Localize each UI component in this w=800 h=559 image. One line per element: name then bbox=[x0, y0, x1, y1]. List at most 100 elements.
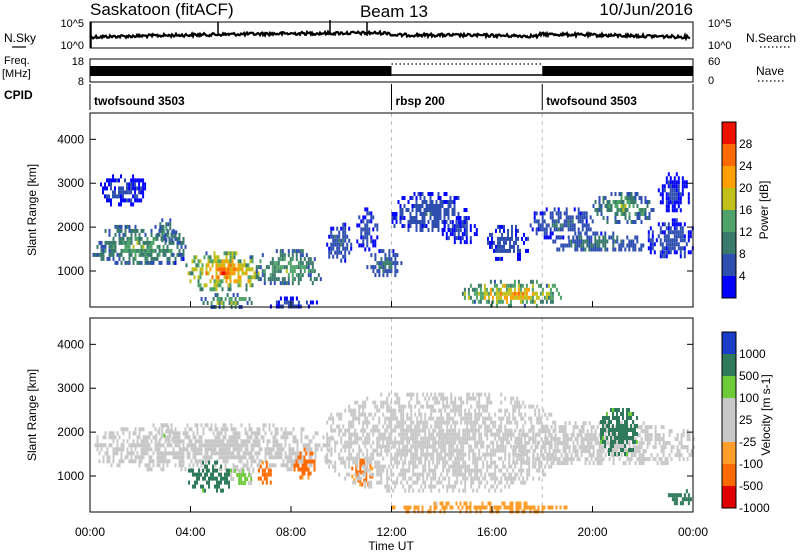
velocity-cell bbox=[476, 429, 478, 433]
velocity-cell bbox=[420, 445, 422, 449]
velocity-cell bbox=[189, 455, 191, 459]
velocity-cell bbox=[531, 445, 533, 449]
power-cell bbox=[362, 239, 364, 243]
power-cell bbox=[436, 208, 438, 212]
power-cell bbox=[264, 269, 266, 273]
velocity-cell bbox=[242, 473, 244, 477]
power-cell bbox=[147, 253, 149, 257]
velocity-cell bbox=[502, 473, 504, 477]
velocity-cell bbox=[547, 425, 549, 429]
velocity-cell bbox=[573, 445, 575, 449]
velocity-cell bbox=[440, 425, 442, 429]
nsearch-label: N.Search bbox=[746, 31, 796, 45]
velocity-cell bbox=[297, 439, 299, 443]
velocity-cell bbox=[304, 468, 306, 472]
velocity-cell bbox=[412, 465, 414, 469]
power-cell bbox=[400, 208, 402, 212]
velocity-cell bbox=[653, 457, 655, 461]
power-cell bbox=[599, 196, 601, 200]
power-cell bbox=[147, 257, 149, 261]
velocity-cell bbox=[521, 441, 523, 445]
velocity-cell bbox=[352, 425, 354, 429]
velocity-cell bbox=[545, 449, 547, 453]
velocity-cell bbox=[591, 453, 593, 457]
power-cell bbox=[134, 186, 136, 190]
velocity-cell bbox=[358, 473, 360, 477]
power-cell bbox=[572, 223, 574, 227]
velocity-cell bbox=[573, 425, 575, 429]
power-cell bbox=[402, 212, 404, 216]
velocity-cell bbox=[195, 455, 197, 459]
velocity-cell bbox=[430, 393, 432, 397]
velocity-cell bbox=[508, 473, 510, 477]
power-cell bbox=[374, 223, 376, 227]
power-cell bbox=[206, 271, 208, 275]
velocity-cell bbox=[408, 417, 410, 421]
velocity-cell bbox=[414, 433, 416, 437]
velocity-cell bbox=[219, 451, 221, 455]
power-cell bbox=[546, 207, 548, 211]
velocity-cell bbox=[270, 481, 272, 485]
velocity-cell bbox=[547, 441, 549, 445]
power-cell bbox=[564, 244, 566, 248]
velocity-cell bbox=[392, 481, 394, 485]
velocity-cell bbox=[490, 449, 492, 453]
velocity-cell bbox=[310, 460, 312, 464]
power-cell bbox=[171, 230, 173, 234]
velocity-cell bbox=[516, 401, 518, 405]
velocity-cell bbox=[474, 433, 476, 437]
velocity-cell bbox=[448, 469, 450, 473]
velocity-cell bbox=[181, 439, 183, 443]
velocity-cell bbox=[655, 445, 657, 449]
power-cell bbox=[221, 301, 223, 305]
power-cell bbox=[274, 265, 276, 269]
velocity-cell bbox=[408, 449, 410, 453]
power-cell bbox=[245, 297, 247, 301]
power-cell bbox=[544, 227, 546, 231]
velocity-cell bbox=[430, 477, 432, 481]
velocity-cell bbox=[496, 477, 498, 481]
velocity-cell bbox=[131, 459, 133, 463]
velocity-cell bbox=[123, 443, 125, 447]
power-cell bbox=[284, 297, 286, 301]
power-cell bbox=[672, 196, 674, 200]
velocity-cell bbox=[402, 425, 404, 429]
velocity-cell bbox=[412, 393, 414, 397]
velocity-cell bbox=[452, 421, 454, 425]
velocity-cell bbox=[565, 429, 567, 433]
power-cell bbox=[550, 235, 552, 239]
power-cell bbox=[514, 284, 516, 288]
power-cell bbox=[568, 235, 570, 239]
power-cell bbox=[198, 263, 200, 267]
velocity-cell bbox=[348, 449, 350, 453]
power-cell bbox=[440, 216, 442, 220]
power-cell bbox=[120, 174, 122, 178]
power-cell bbox=[145, 233, 147, 237]
velocity-cell bbox=[105, 431, 107, 435]
velocity-cell bbox=[559, 429, 561, 433]
velocity-cell bbox=[330, 413, 332, 417]
power-cell bbox=[198, 259, 200, 263]
velocity-cell bbox=[402, 433, 404, 437]
power-cell bbox=[513, 241, 515, 245]
velocity-cell bbox=[526, 506, 528, 510]
power-cell bbox=[230, 275, 232, 279]
power-cell bbox=[501, 245, 503, 249]
power-cell bbox=[121, 261, 123, 265]
power-cell bbox=[674, 188, 676, 192]
velocity-cell bbox=[494, 449, 496, 453]
power-cell bbox=[192, 271, 194, 275]
velocity-cell bbox=[490, 465, 492, 469]
velocity-cell bbox=[386, 469, 388, 473]
velocity-cell bbox=[396, 421, 398, 425]
velocity-cell bbox=[181, 459, 183, 463]
power-cell bbox=[288, 249, 290, 253]
velocity-cell bbox=[231, 435, 233, 439]
cpid-segment-label: twofsound 3503 bbox=[546, 94, 637, 108]
power-cell bbox=[132, 194, 134, 198]
velocity-cell bbox=[315, 443, 317, 447]
power-cell bbox=[165, 238, 167, 242]
velocity-cell bbox=[366, 421, 368, 425]
power-cell bbox=[167, 245, 169, 249]
power-cell bbox=[206, 263, 208, 267]
